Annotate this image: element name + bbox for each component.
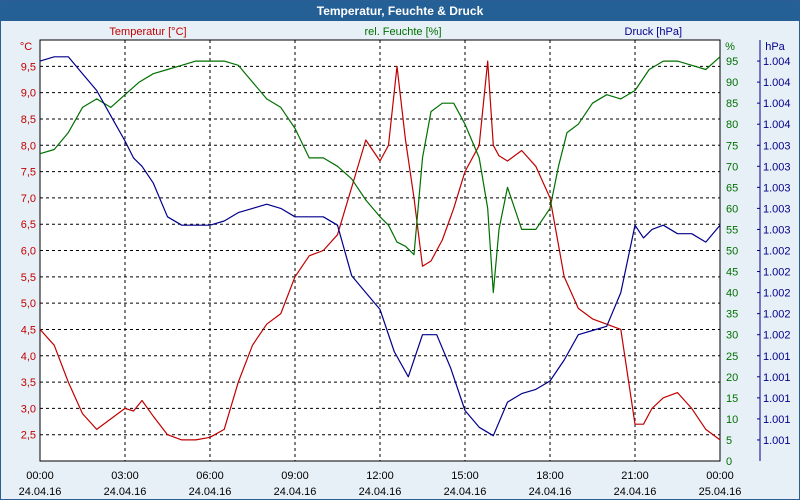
x-tick-time: 00:00: [706, 470, 734, 482]
humidity-tick-label: 60: [726, 203, 738, 215]
temperature-tick-label: 3,5: [21, 377, 36, 389]
pressure-unit: hPa: [765, 41, 785, 53]
pressure-tick-label: 1.003: [763, 140, 791, 152]
temperature-tick-label: 8,0: [21, 140, 36, 152]
humidity-tick-label: 95: [726, 56, 738, 68]
x-tick-date: 24.04.16: [19, 486, 62, 498]
humidity-series-line: [39, 56, 721, 294]
humidity-tick-label: 15: [726, 393, 738, 405]
temperature-tick-label: 9,5: [21, 61, 36, 73]
pressure-tick-label: 1.001: [763, 351, 791, 363]
pressure-tick-label: 1.003: [763, 224, 791, 236]
temperature-tick-label: 5,0: [21, 298, 36, 310]
temperature-tick-label: 4,5: [21, 324, 36, 336]
x-tick-time: 15:00: [451, 470, 479, 482]
x-tick-date: 24.04.16: [529, 486, 572, 498]
pressure-tick-label: 1.004: [763, 77, 791, 89]
temperature-tick-label: 6,5: [21, 219, 36, 231]
x-tick-time: 09:00: [281, 470, 309, 482]
axes: 00:00 24.04.16 03:00 24.04.16 06:00 24.04.16 0…: [19, 40, 791, 498]
temperature-tick-label: 7,5: [21, 167, 36, 179]
temperature-tick-label: 2,5: [21, 430, 36, 442]
temperature-tick-label: 9,0: [21, 88, 36, 100]
pressure-series-line: [39, 56, 721, 437]
x-tick-date: 24.04.16: [274, 486, 317, 498]
humidity-tick-label: 45: [726, 267, 738, 279]
pressure-tick-label: 1.001: [763, 414, 791, 426]
pressure-tick-label: 1.003: [763, 203, 791, 215]
x-tick-date: 25.04.16: [699, 486, 742, 498]
humidity-tick-label: 70: [726, 161, 738, 173]
pressure-tick-label: 1.004: [763, 56, 791, 68]
humidity-axis-label: rel. Feuchte [%]: [364, 26, 441, 38]
temperature-unit: °C: [20, 41, 32, 53]
temperature-tick-label: 4,0: [21, 351, 36, 363]
humidity-tick-label: 25: [726, 351, 738, 363]
pressure-tick-label: 1.003: [763, 161, 791, 173]
humidity-tick-label: 80: [726, 119, 738, 131]
humidity-tick-label: 35: [726, 309, 738, 321]
pressure-tick-label: 1.002: [763, 330, 791, 342]
pressure-tick-label: 1.002: [763, 288, 791, 300]
x-tick-time: 21:00: [621, 470, 649, 482]
humidity-tick-label: 5: [726, 435, 732, 447]
x-tick-date: 24.04.16: [104, 486, 147, 498]
humidity-tick-label: 65: [726, 182, 738, 194]
x-tick-time: 06:00: [196, 470, 224, 482]
humidity-tick-label: 40: [726, 288, 738, 300]
humidity-tick-label: 50: [726, 246, 738, 258]
humidity-tick-label: 30: [726, 330, 738, 342]
humidity-tick-label: 90: [726, 77, 738, 89]
pressure-tick-label: 1.001: [763, 435, 791, 447]
pressure-tick-label: 1.004: [763, 98, 791, 110]
x-tick-time: 18:00: [536, 470, 564, 482]
grid-lines: [40, 40, 720, 461]
humidity-unit: %: [725, 41, 735, 53]
series-group: [39, 56, 721, 441]
temperature-tick-label: 8,5: [21, 114, 36, 126]
x-tick-date: 24.04.16: [359, 486, 402, 498]
pressure-tick-label: 1.003: [763, 182, 791, 194]
x-tick-time: 00:00: [26, 470, 54, 482]
humidity-tick-label: 55: [726, 224, 738, 236]
pressure-axis-label: Druck [hPa]: [625, 26, 682, 38]
humidity-tick-label: 20: [726, 372, 738, 384]
humidity-tick-label: 85: [726, 98, 738, 110]
humidity-tick-label: 75: [726, 140, 738, 152]
x-tick-date: 24.04.16: [614, 486, 657, 498]
x-tick-time: 12:00: [366, 470, 394, 482]
pressure-tick-label: 1.002: [763, 246, 791, 258]
humidity-tick-label: 0: [726, 456, 732, 468]
humidity-tick-label: 10: [726, 414, 738, 426]
window-title: Temperatur, Feuchte & Druck: [1, 1, 799, 21]
pressure-tick-label: 1.002: [763, 267, 791, 279]
x-tick-date: 24.04.16: [444, 486, 487, 498]
pressure-tick-label: 1.001: [763, 393, 791, 405]
pressure-tick-label: 1.001: [763, 372, 791, 384]
temperature-tick-label: 5,5: [21, 272, 36, 284]
temperature-series-line: [39, 60, 721, 441]
x-tick-date: 24.04.16: [189, 486, 232, 498]
temperature-tick-label: 3,0: [21, 403, 36, 415]
x-tick-time: 03:00: [111, 470, 139, 482]
temperature-axis-label: Temperatur [°C]: [109, 26, 186, 38]
temperature-tick-label: 7,0: [21, 193, 36, 205]
pressure-tick-label: 1.004: [763, 119, 791, 131]
temperature-tick-label: 6,0: [21, 246, 36, 258]
pressure-tick-label: 1.002: [763, 309, 791, 321]
